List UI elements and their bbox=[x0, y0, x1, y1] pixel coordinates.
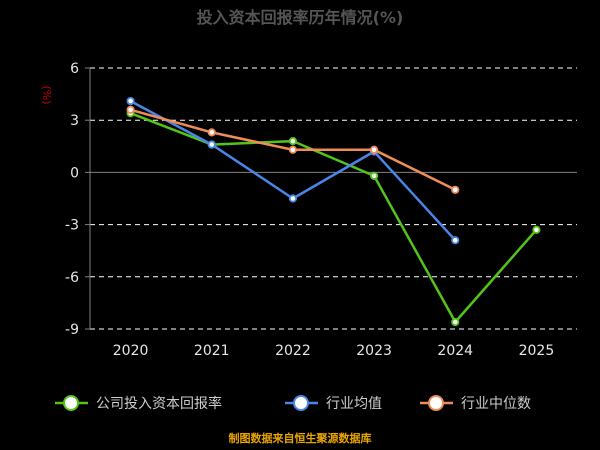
axes bbox=[85, 67, 577, 330]
x-tick-label: 2021 bbox=[194, 343, 230, 359]
legend-label: 行业均值 bbox=[326, 396, 382, 412]
y-tick-label: 0 bbox=[70, 165, 79, 181]
data-point bbox=[126, 105, 135, 114]
source-note: 制图数据来自恒生聚源数据库 bbox=[229, 431, 372, 445]
data-point bbox=[451, 317, 460, 327]
data-point bbox=[451, 185, 460, 194]
data-point bbox=[451, 236, 460, 245]
chart-title: 投入资本回报率历年情况(%) bbox=[197, 8, 404, 27]
legend-label: 行业中位数 bbox=[461, 396, 531, 412]
legend: 公司投入资本回报率 行业均值 行业中位数 bbox=[55, 395, 531, 412]
data-point bbox=[369, 145, 379, 154]
legend-swatch-marker bbox=[428, 395, 444, 411]
series-lines bbox=[126, 96, 541, 327]
y-tick-label: 6 bbox=[70, 61, 79, 77]
legend-label: 公司投入资本回报率 bbox=[96, 395, 222, 412]
x-tick-labels: 2020 2021 2022 2023 2024 2025 bbox=[113, 343, 554, 359]
data-point bbox=[126, 96, 135, 106]
y-tick-label: -9 bbox=[65, 322, 79, 338]
data-point bbox=[207, 140, 216, 149]
x-tick-label: 2024 bbox=[437, 343, 473, 359]
legend-swatch-marker bbox=[63, 395, 79, 411]
legend-item: 行业中位数 bbox=[420, 395, 531, 412]
grid-lines bbox=[90, 67, 577, 330]
data-point bbox=[207, 128, 216, 137]
x-tick-label: 2023 bbox=[356, 343, 392, 359]
data-point bbox=[288, 194, 298, 203]
data-point bbox=[532, 225, 541, 234]
x-tick-label: 2020 bbox=[113, 343, 149, 359]
series-1 bbox=[126, 109, 541, 327]
legend-item: 公司投入资本回报率 bbox=[55, 395, 222, 412]
legend-item: 行业均值 bbox=[285, 395, 382, 412]
x-tick-label: 2022 bbox=[275, 343, 311, 359]
y-axis-unit: (%) bbox=[40, 85, 53, 104]
y-tick-label: 3 bbox=[70, 113, 79, 129]
data-point bbox=[369, 171, 379, 180]
series-line bbox=[130, 99, 457, 242]
data-point bbox=[288, 145, 298, 154]
y-tick-label: -6 bbox=[65, 270, 79, 286]
y-tick-labels: 6 3 0 -3 -6 -9 bbox=[65, 61, 79, 338]
x-tick-label: 2025 bbox=[519, 343, 555, 359]
data-point bbox=[288, 136, 298, 146]
legend-swatch-marker bbox=[293, 395, 309, 411]
series-line bbox=[130, 112, 538, 324]
y-tick-label: -3 bbox=[65, 218, 79, 234]
series-3 bbox=[126, 105, 460, 194]
